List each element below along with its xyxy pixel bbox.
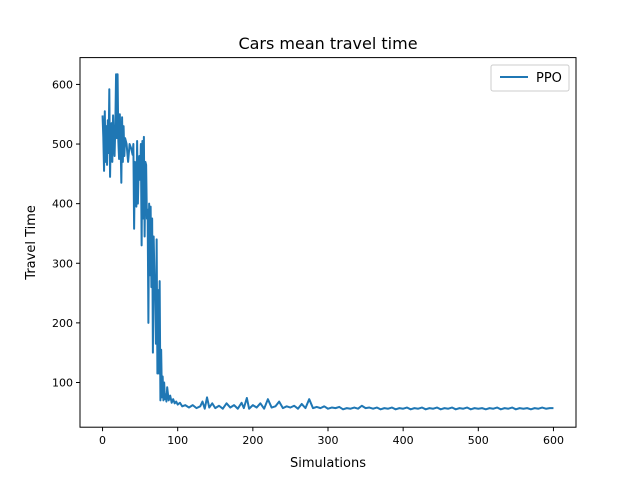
series-line-ppo [101, 73, 554, 411]
chart-title: Cars mean travel time [238, 34, 417, 53]
legend: PPO [490, 64, 570, 92]
y-tick-label: 100 [52, 376, 73, 389]
legend-label-ppo: PPO [536, 71, 562, 86]
x-axis-label: Simulations [290, 456, 366, 471]
x-tick-label: 400 [393, 434, 414, 447]
y-tick-label: 200 [52, 317, 73, 330]
x-tick-label: 100 [167, 434, 188, 447]
axis-ticks: 0 100 200 300 400 500 600 100 200 300 400 500 600 [52, 78, 564, 447]
legend-box [490, 64, 570, 92]
series-layer [101, 73, 554, 411]
x-tick-label: 0 [99, 434, 106, 447]
y-tick-label: 300 [52, 257, 73, 270]
y-tick-label: 400 [52, 198, 73, 211]
x-tick-label: 200 [242, 434, 263, 447]
y-axis-label: Travel Time [24, 205, 39, 281]
plot-frame [79, 57, 577, 428]
x-tick-label: 600 [543, 434, 564, 447]
y-tick-label: 500 [52, 138, 73, 151]
x-tick-label: 300 [318, 434, 339, 447]
x-tick-label: 500 [468, 434, 489, 447]
y-tick-label: 600 [52, 78, 73, 91]
